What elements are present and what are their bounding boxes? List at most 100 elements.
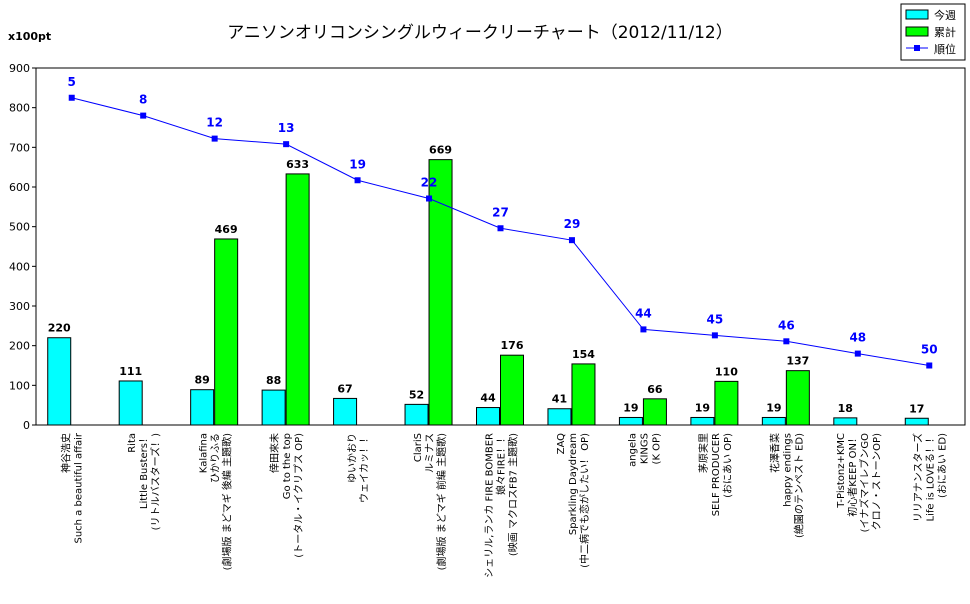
rank-label: 27: [492, 205, 509, 219]
x-category-label: ClariS ルミナス (劇場版 まどマギ 前編 主題歌): [413, 433, 448, 570]
bar-label-cumulative: 469: [215, 223, 238, 236]
chart-title: アニソンオリコンシングルウィークリーチャート（2012/11/12）: [227, 23, 732, 43]
bar-cumulative: [500, 354, 524, 426]
x-category-line: 茅原実里: [697, 433, 710, 473]
rank-label: 12: [206, 116, 223, 130]
x-category-line: (リトルバスターズ！): [149, 433, 162, 530]
rank-label: 48: [849, 331, 866, 345]
bar-cumulative: [285, 173, 310, 426]
bar-cumulative: [214, 238, 239, 426]
rank-marker: [640, 326, 647, 333]
legend-label-cumulative: 累計: [934, 25, 956, 39]
rank-marker: [426, 195, 433, 202]
x-category-label: シェリル,ランカ FIRE BOMBER 娘々FIRE！！ (映画 マクロスFB7 …: [484, 433, 520, 578]
x-category-line: Kalafina: [199, 433, 210, 473]
bar-cumulative: [714, 380, 739, 426]
rank-marker: [283, 141, 290, 148]
bar-cumulative: [428, 159, 453, 426]
rank-label: 29: [564, 217, 581, 231]
bar-label-cumulative: 633: [286, 158, 309, 171]
x-category-line: 倖田來未: [269, 433, 281, 473]
x-category-label: Kalafina ひかりふる (劇場版 まどマギ 後編 主題歌): [199, 433, 234, 570]
bar-this-week: [904, 417, 929, 426]
y-tick-label: 900: [9, 62, 30, 75]
bar-this-week: [761, 416, 786, 426]
bar-this-week: [190, 389, 215, 426]
bar-this-week: [833, 417, 858, 426]
x-category-label: 茅原実里 SELF PRODUCER (おにあい OP): [697, 433, 734, 516]
rank-marker: [211, 135, 218, 142]
y-unit-label: x100pt: [8, 30, 51, 43]
x-category-line: ルミナス: [424, 433, 436, 473]
bar-label-this-week: 41: [552, 393, 567, 406]
bar-label-cumulative: 154: [572, 348, 595, 361]
x-category-label: 神谷浩史 Such a beautiful affair: [60, 432, 85, 543]
x-category-line: (K OP): [651, 433, 662, 465]
legend-marker-rank: [914, 45, 920, 51]
rank-marker: [497, 225, 504, 232]
rank-marker: [783, 338, 790, 345]
y-tick-label: 0: [23, 419, 30, 432]
y-tick-label: 700: [9, 141, 30, 154]
x-category-line: (おにあい ED): [936, 433, 948, 498]
x-category-line: シェリル,ランカ FIRE BOMBER: [484, 433, 496, 578]
x-category-line: Little Busters！: [139, 433, 150, 509]
x-category-line: happy endings: [782, 433, 793, 507]
x-category-line: (イナズマイレブンGO: [858, 433, 871, 532]
x-category-label: ZAQ Sparkling Daydream (中二病でも恋がしたい！ OP): [556, 433, 591, 568]
x-category-line: SELF PRODUCER: [711, 433, 722, 516]
x-category-line: ClariS: [413, 433, 424, 462]
rank-marker: [926, 362, 933, 369]
x-category-line: ゆいかおり: [347, 433, 359, 483]
bar-label-this-week: 89: [194, 374, 209, 387]
rank-marker: [354, 177, 361, 184]
x-category-label: T-Pistonz+KMC 初心者KEEP ON！ (イナズマイレブンGO クロノ・ス…: [836, 433, 883, 532]
x-category-line: (劇場版 まどマギ 前編 主題歌): [435, 433, 448, 570]
rank-label: 22: [421, 176, 438, 190]
y-tick-label: 300: [9, 300, 30, 313]
rank-label: 8: [139, 93, 147, 107]
x-category-line: Life is LOVEる！！: [924, 433, 936, 521]
x-axis-labels: 神谷浩史 Such a beautiful affair Rita Little Bu…: [60, 432, 949, 578]
rank-label: 44: [635, 306, 652, 320]
x-category-line: Such a beautiful affair: [74, 432, 85, 543]
rank-label: 19: [349, 157, 366, 171]
bar-this-week: [261, 389, 286, 426]
x-category-label: Rita Little Busters！ (リトルバスターズ！): [127, 433, 162, 530]
x-category-line: (劇場版 まどマギ 後編 主題歌): [221, 433, 234, 570]
x-category-label: angela KINGS (K OP): [627, 433, 662, 467]
x-category-line: 娘々FIRE！！: [495, 433, 508, 495]
x-category-line: T-Pistonz+KMC: [836, 433, 847, 509]
x-category-line: Go to the top: [282, 433, 293, 499]
bar-this-week: [118, 380, 143, 426]
rank-marker: [854, 350, 861, 357]
rank-label: 45: [707, 312, 724, 326]
y-tick-label: 400: [9, 260, 30, 273]
x-category-line: (映画 マクロスFB7 主題歌): [507, 433, 520, 556]
bar-label-this-week: 19: [695, 401, 710, 414]
x-category-label: ゆいかおり ウェイカッ！！: [347, 433, 371, 503]
bar-label-this-week: 19: [623, 401, 638, 414]
x-category-line: Sparkling Daydream: [568, 433, 579, 535]
legend-label-rank: 順位: [934, 42, 956, 56]
x-category-line: 花澤香菜: [768, 433, 781, 473]
x-category-line: angela: [627, 433, 638, 467]
bar-this-week: [333, 397, 358, 426]
rank-marker: [711, 332, 718, 339]
rank-line-layer: 5 8 12 13 19 22 27 29 44 45 46 48 50: [68, 75, 938, 369]
x-category-line: Rita: [127, 433, 138, 453]
bar-label-cumulative: 66: [647, 383, 663, 396]
y-axis: 0 100 200 300 400 500 600 700 800 900: [9, 62, 36, 432]
legend-swatch-cumulative: [905, 26, 929, 37]
x-category-line: (おにあい OP): [722, 433, 734, 498]
y-tick-label: 800: [9, 102, 30, 115]
rank-marker: [568, 237, 575, 244]
bar-this-week: [547, 408, 572, 426]
x-category-line: (絶園のテンペスト ED): [792, 433, 805, 538]
bar-label-this-week: 111: [119, 365, 142, 378]
y-tick-label: 600: [9, 181, 30, 194]
x-category-line: KINGS: [639, 433, 650, 464]
bar-label-this-week: 19: [766, 401, 781, 414]
